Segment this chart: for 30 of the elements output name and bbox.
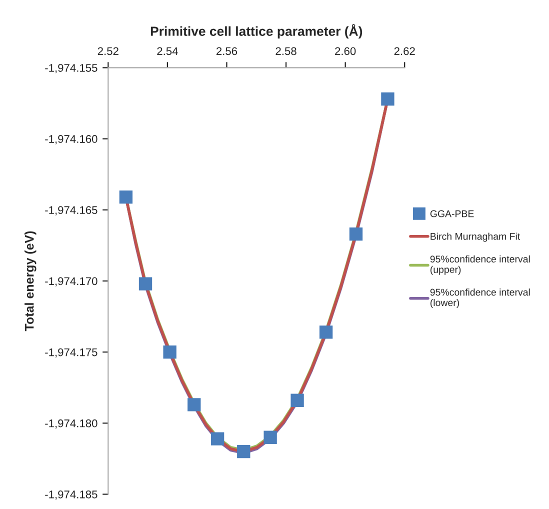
x-tick-label: 2.54: [157, 47, 178, 56]
x-tick-label: 2.62: [394, 47, 415, 56]
point: [381, 92, 394, 106]
y-tick-label: -1,974.155: [45, 64, 98, 74]
legend-label: GGA-PBE: [430, 210, 474, 218]
point: [119, 190, 133, 204]
y-tick-label: -1,974.160: [45, 135, 98, 144]
point: [264, 430, 277, 444]
x-tick-label: 2.58: [276, 47, 296, 56]
point: [290, 394, 304, 407]
x-axis-title: Primitive cell lattice parameter (Å): [150, 24, 362, 39]
x-tick-label: 2.60: [335, 47, 356, 56]
point: [163, 345, 176, 359]
y-tick-label: -1,974.165: [45, 206, 98, 216]
y-tick-label: -1,974.170: [45, 277, 98, 286]
y-axis-title: Total energy (eV): [24, 231, 36, 332]
y-tick-label: -1,974.175: [45, 348, 98, 358]
x-tick-label: 2.56: [216, 47, 238, 56]
legend-label: 95%confidence interval (lower): [430, 288, 530, 308]
y-tick-label: -1,974.185: [45, 490, 98, 500]
point: [319, 326, 333, 339]
y-tick-label: -1,974.180: [45, 419, 98, 429]
point: [188, 398, 201, 412]
point: [210, 432, 224, 446]
legend-label: 95%confidence interval (upper): [430, 255, 530, 275]
legend-label: Birch Murnagham Fit: [430, 232, 520, 242]
point: [349, 227, 363, 241]
point: [237, 444, 250, 458]
point: [138, 277, 152, 290]
x-tick-label: 2.52: [98, 47, 118, 56]
